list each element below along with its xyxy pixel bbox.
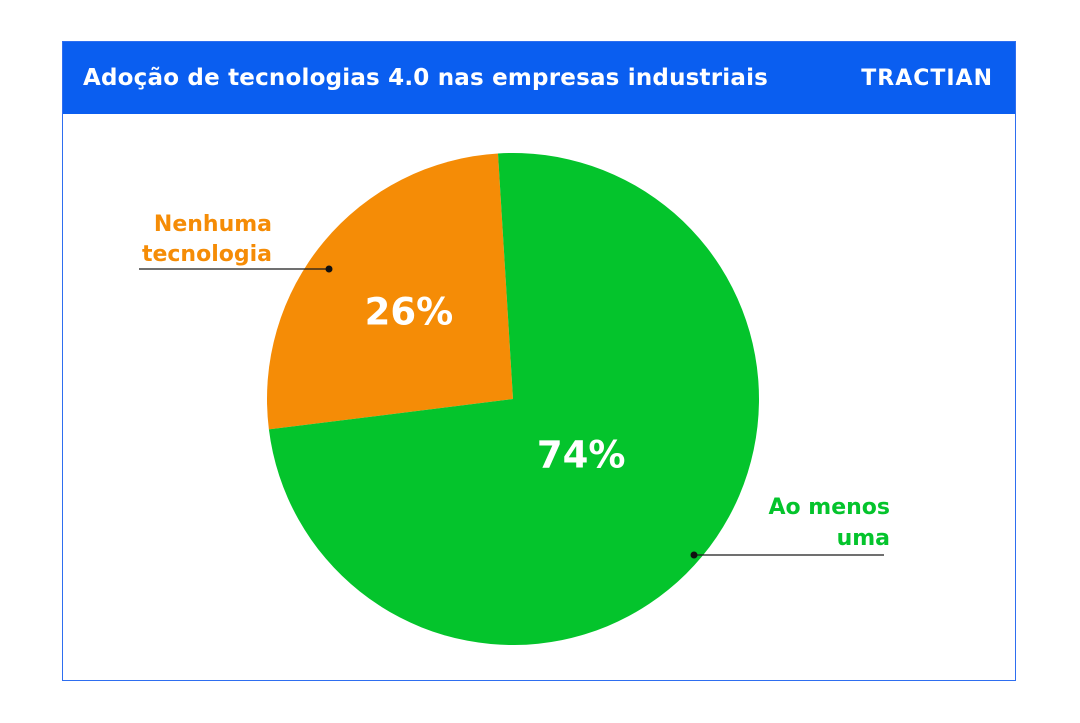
- slice-value-label-2: 74%: [537, 434, 626, 477]
- category-label-1-line-2: tecnologia: [142, 242, 272, 267]
- category-label-2-line-2: uma: [837, 526, 890, 551]
- leader-dot-2: [690, 551, 698, 559]
- chart-title: Adoção de tecnologias 4.0 nas empresas i…: [83, 65, 769, 91]
- pie-slice-1: [266, 153, 513, 430]
- leader-dot-1: [325, 265, 333, 273]
- pie-slice-2: [268, 152, 759, 645]
- category-label-2-line-1: Ao menos: [768, 495, 890, 520]
- tractian-logo: TRACTIAN: [861, 65, 993, 91]
- chart-header: Adoção de tecnologias 4.0 nas empresas i…: [63, 42, 1015, 114]
- category-label-1-line-1: Nenhuma: [154, 212, 272, 237]
- slice-value-label-1: 26%: [365, 291, 454, 334]
